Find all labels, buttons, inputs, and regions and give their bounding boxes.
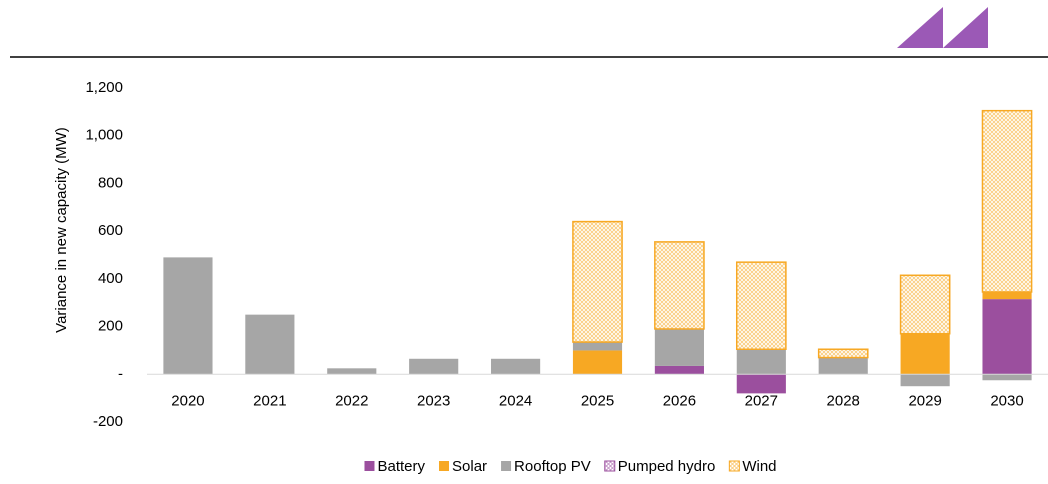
bar	[982, 291, 1032, 300]
y-tick-label: -200	[93, 413, 123, 430]
bar	[572, 350, 623, 375]
x-tick-label: 2030	[990, 392, 1023, 409]
bar	[654, 241, 705, 330]
x-tick-label: 2029	[908, 392, 941, 409]
bar	[654, 365, 704, 375]
y-tick-label: 1,000	[85, 127, 123, 144]
legend: Battery Solar Rooftop PV Pumped hydro Wind	[364, 458, 777, 475]
y-tick-label: 200	[98, 318, 123, 335]
bar	[900, 374, 950, 387]
logo	[943, 7, 988, 48]
bar	[735, 261, 787, 350]
bar	[817, 348, 869, 359]
legend-label: Pumped hydro	[618, 458, 716, 475]
y-tick-label: 600	[98, 222, 123, 239]
x-tick-label: 2023	[417, 392, 450, 409]
x-tick-label: 2022	[335, 392, 368, 409]
bar	[654, 328, 704, 366]
x-tick-label: 2026	[663, 392, 696, 409]
bar	[572, 342, 623, 351]
bar	[163, 257, 213, 375]
legend-label: Rooftop PV	[514, 458, 591, 475]
bar	[736, 349, 786, 375]
bar	[982, 299, 1032, 375]
bar	[491, 358, 541, 375]
bar	[409, 358, 459, 375]
x-tick-label: 2025	[581, 392, 614, 409]
legend-label: Wind	[742, 458, 776, 475]
y-axis-label: Variance in new capacity (MW)	[53, 127, 70, 333]
bar	[818, 357, 868, 375]
bar	[327, 368, 377, 375]
legend-label: Battery	[377, 458, 425, 475]
x-tick-label: 2027	[745, 392, 778, 409]
x-tick-label: 2024	[499, 392, 532, 409]
x-tick-label: 2021	[253, 392, 286, 409]
bar	[572, 220, 623, 343]
y-tick-label: -	[118, 365, 123, 382]
legend-swatch	[501, 461, 512, 471]
x-tick-label: 2028	[827, 392, 860, 409]
bar	[736, 374, 786, 394]
bar	[982, 374, 1032, 381]
y-tick-label: 400	[98, 270, 123, 287]
bar	[981, 109, 1033, 293]
legend-swatch	[439, 461, 450, 471]
y-tick-label: 1,200	[85, 79, 123, 96]
x-tick-label: 2020	[171, 392, 204, 409]
y-tick-label: 800	[98, 174, 123, 191]
bar	[899, 274, 951, 335]
legend-swatch	[604, 460, 616, 472]
legend-label: Solar	[452, 458, 487, 475]
logo	[897, 7, 943, 48]
legend-swatch	[728, 460, 740, 472]
legend-swatch	[364, 461, 375, 471]
bar	[245, 314, 295, 375]
bar	[900, 333, 950, 375]
